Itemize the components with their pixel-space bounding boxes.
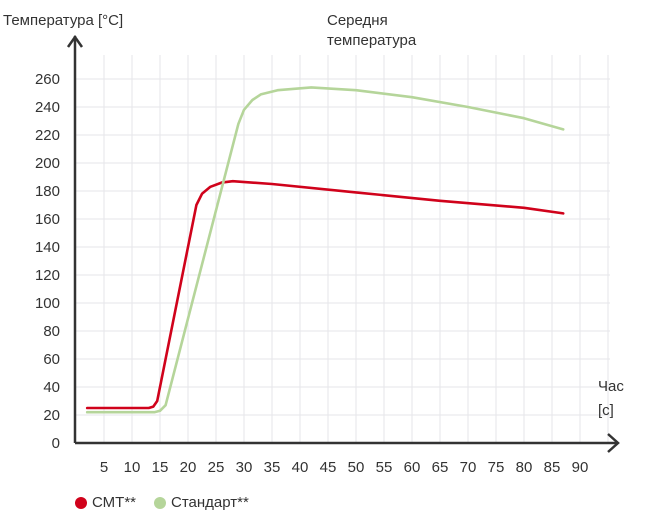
y-tick-label: 200 [35, 155, 60, 172]
series-line-smt [85, 179, 565, 410]
chart-title-line2: температура [327, 32, 417, 49]
y-tick-label: 0 [52, 435, 60, 452]
x-tick-label: 75 [488, 459, 505, 476]
y-tick-label: 40 [43, 379, 60, 396]
y-tick-label: 100 [35, 295, 60, 312]
x-tick-label: 15 [152, 459, 169, 476]
y-tick-label: 20 [43, 407, 60, 424]
legend-item-smt: СМТ** [75, 494, 136, 511]
x-tick-label: 10 [124, 459, 141, 476]
chart-title-line1: Середня [327, 12, 388, 29]
x-tick-label: 60 [404, 459, 421, 476]
y-tick-label: 240 [35, 99, 60, 116]
x-axis-arrow-icon [607, 433, 620, 453]
x-tick-label: 50 [348, 459, 365, 476]
x-tick-label: 90 [572, 459, 589, 476]
x-tick-label: 40 [292, 459, 309, 476]
x-tick-label: 35 [264, 459, 281, 476]
y-tick-label: 160 [35, 211, 60, 228]
x-tick-label: 55 [376, 459, 393, 476]
y-axis-arrow-icon [66, 34, 84, 48]
y-axis-label: Температура [°C] [3, 12, 124, 29]
x-tick-label: 30 [236, 459, 253, 476]
x-axis-label-line2: [с] [598, 402, 614, 419]
x-tick-label: 25 [208, 459, 225, 476]
x-tick-label: 70 [460, 459, 477, 476]
y-tick-label: 60 [43, 351, 60, 368]
x-tick-label: 65 [432, 459, 449, 476]
legend: СМТ** Стандарт** [75, 494, 249, 511]
legend-label-standard: Стандарт** [171, 494, 249, 511]
x-tick-label: 45 [320, 459, 337, 476]
y-tick-label: 120 [35, 267, 60, 284]
legend-item-standard: Стандарт** [154, 494, 249, 511]
y-tick-label: 140 [35, 239, 60, 256]
y-tick-label: 180 [35, 183, 60, 200]
y-tick-label: 220 [35, 127, 60, 144]
legend-swatch-standard [154, 496, 166, 509]
legend-label-smt: СМТ** [92, 494, 136, 511]
legend-swatch-smt [75, 496, 87, 509]
x-tick-label: 80 [516, 459, 533, 476]
y-tick-label: 260 [35, 71, 60, 88]
x-tick-label: 5 [100, 459, 108, 476]
y-tick-label: 80 [43, 323, 60, 340]
x-tick-label: 20 [180, 459, 197, 476]
x-axis-label-line1: Час [598, 378, 624, 395]
x-tick-label: 85 [544, 459, 561, 476]
series-line-standard [85, 86, 565, 414]
